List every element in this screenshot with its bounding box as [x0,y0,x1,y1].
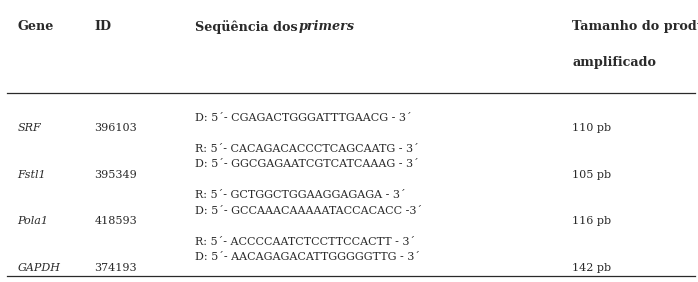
Text: R: 5´- ACCCCAATCTCCTTCCACTT - 3´: R: 5´- ACCCCAATCTCCTTCCACTT - 3´ [195,237,415,247]
Text: 110 pb: 110 pb [572,123,611,133]
Text: Pola1: Pola1 [17,216,48,226]
Text: Seqüência dos: Seqüência dos [195,20,302,34]
Text: R: 5´- GCTGGCTGGAAGGAGAGA - 3´: R: 5´- GCTGGCTGGAAGGAGAGA - 3´ [195,190,406,200]
Text: 418593: 418593 [94,216,137,226]
Text: Tamanho do produto: Tamanho do produto [572,20,698,33]
Text: D: 5´- AACAGAGACATTGGGGGTTG - 3´: D: 5´- AACAGAGACATTGGGGGTTG - 3´ [195,252,420,262]
Text: 105 pb: 105 pb [572,170,611,180]
Text: ID: ID [94,20,111,33]
Text: 395349: 395349 [94,170,137,180]
Text: Fstl1: Fstl1 [17,170,46,180]
Text: D: 5´- GCCAAACAAAAATACCACACC -3´: D: 5´- GCCAAACAAAAATACCACACC -3´ [195,206,422,216]
Text: 142 pb: 142 pb [572,263,611,273]
Text: GAPDH: GAPDH [17,263,61,273]
Text: 374193: 374193 [94,263,137,273]
Text: D: 5´- GGCGAGAATCGTCATCAAAG - 3´: D: 5´- GGCGAGAATCGTCATCAAAG - 3´ [195,159,419,169]
Text: primers: primers [299,20,355,33]
Text: SRF: SRF [17,123,41,133]
Text: amplificado: amplificado [572,56,656,69]
Text: 116 pb: 116 pb [572,216,611,226]
Text: D: 5´- CGAGACTGGGATTTGAACG - 3´: D: 5´- CGAGACTGGGATTTGAACG - 3´ [195,113,412,123]
Text: 396103: 396103 [94,123,137,133]
Text: R: 5´- CACAGACACCCTCAGCAATG - 3´: R: 5´- CACAGACACCCTCAGCAATG - 3´ [195,144,419,154]
Text: Gene: Gene [17,20,54,33]
